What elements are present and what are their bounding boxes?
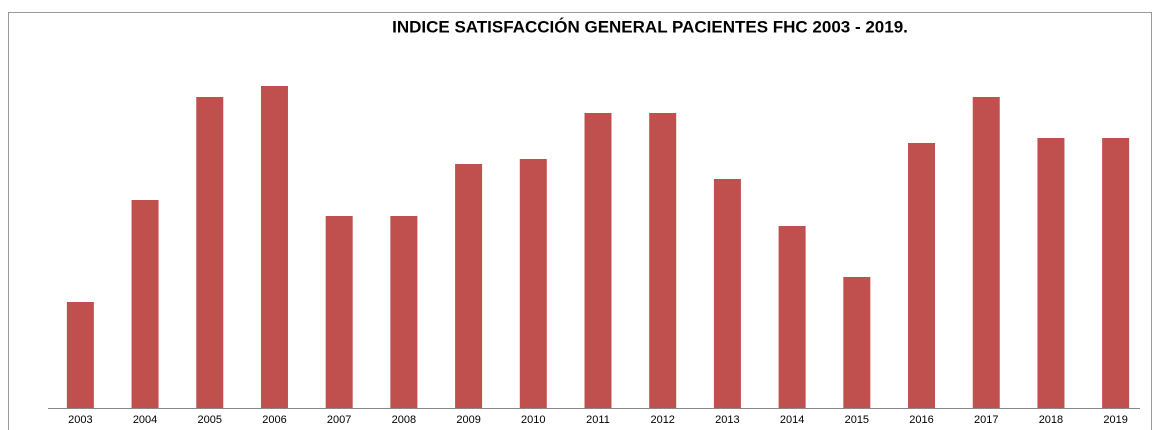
bar: [66, 302, 94, 408]
bar: [1037, 138, 1065, 408]
x-tick-label: 2010: [521, 414, 545, 426]
x-tick-label: 2007: [327, 414, 351, 426]
bar: [325, 216, 353, 408]
bar: [1102, 138, 1130, 408]
bar: [584, 113, 612, 408]
chart-frame: [8, 12, 1152, 430]
x-tick-label: 2016: [909, 414, 933, 426]
x-tick-label: 2017: [974, 414, 998, 426]
bar: [455, 164, 483, 408]
bar: [843, 277, 871, 408]
x-tick-label: 2006: [262, 414, 286, 426]
bar: [519, 159, 547, 408]
bar: [778, 226, 806, 408]
x-tick-label: 2019: [1103, 414, 1127, 426]
bar: [390, 216, 418, 408]
bar: [713, 179, 741, 408]
bar: [131, 200, 159, 408]
x-tick-label: 2004: [133, 414, 157, 426]
bar: [196, 97, 224, 408]
chart-title: INDICE SATISFACCIÓN GENERAL PACIENTES FH…: [392, 17, 908, 36]
x-tick-label: 2003: [68, 414, 92, 426]
x-tick-label: 2009: [456, 414, 480, 426]
bar: [908, 143, 936, 408]
x-tick-label: 2012: [650, 414, 674, 426]
x-tick-label: 2018: [1039, 414, 1063, 426]
bar: [649, 113, 677, 408]
x-tick-label: 2008: [392, 414, 416, 426]
bar: [260, 86, 288, 408]
bar: [972, 97, 1000, 408]
x-tick-label: 2005: [198, 414, 222, 426]
x-tick-label: 2011: [586, 414, 610, 426]
x-tick-label: 2013: [715, 414, 739, 426]
x-tick-label: 2015: [845, 414, 869, 426]
x-tick-label: 2014: [780, 414, 804, 426]
